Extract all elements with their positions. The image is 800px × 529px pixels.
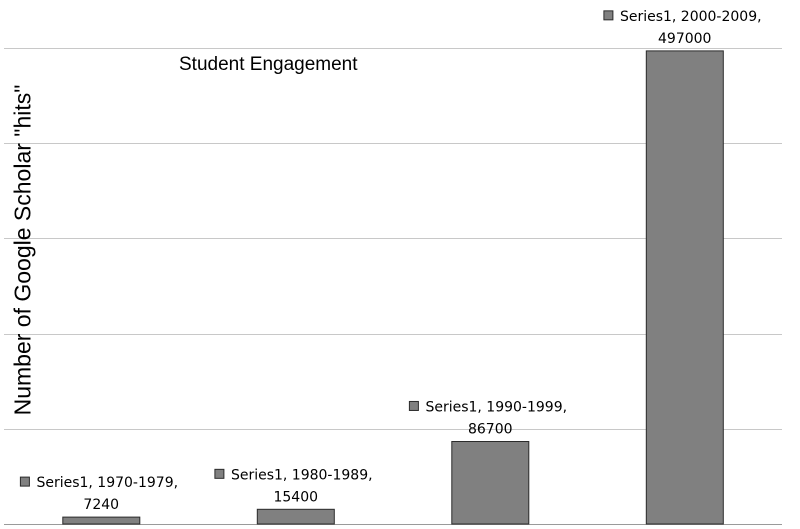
bar-1970-1979 [62,516,141,525]
data-label-value: 15400 [273,489,318,505]
data-label-value: 86700 [468,421,513,437]
data-label-value: 497000 [658,31,711,47]
data-label-legend-key-icon [214,468,225,479]
data-label-line1: Series1, 2000-2009, [620,9,762,25]
data-label-value: 7240 [83,497,119,513]
chart-title: Student Engagement [179,54,358,75]
data-label-line1: Series1, 1980-1989, [231,467,373,483]
bar-2000-2009 [645,50,724,525]
data-label-legend-key-icon [19,476,30,487]
bar-1990-1999 [451,441,530,525]
y-axis-label: Number of Google Scholar "hits" [9,84,36,416]
data-label-line1: Series1, 1970-1979, [36,475,178,491]
data-label-legend-key-icon [603,10,614,21]
data-label-legend-key-icon [408,400,419,411]
bar-1980-1989 [256,508,335,525]
data-label-line1: Series1, 1990-1999, [425,399,567,415]
